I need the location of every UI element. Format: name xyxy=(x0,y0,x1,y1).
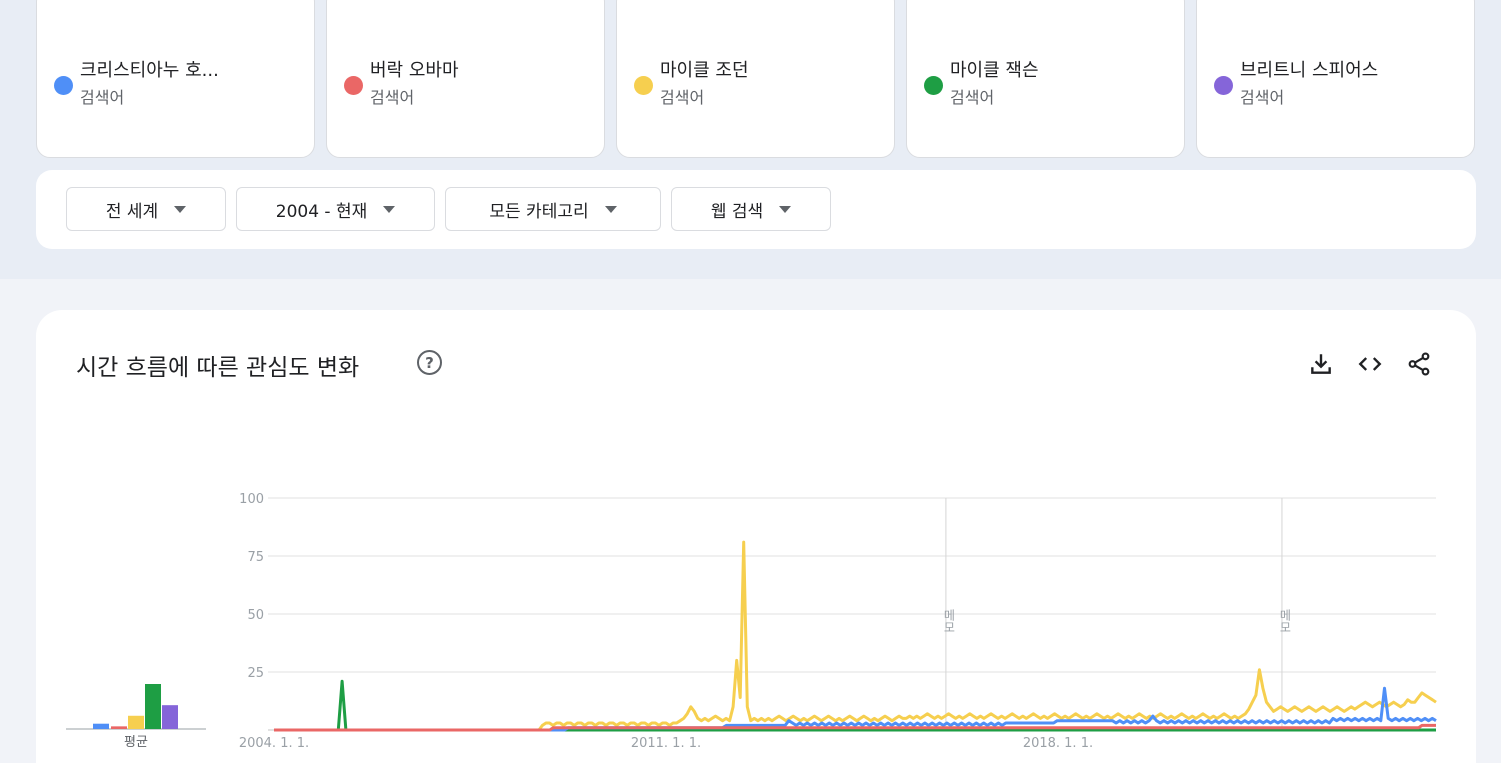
average-bar xyxy=(145,684,161,729)
help-circle-icon[interactable]: ? xyxy=(417,350,442,375)
chevron-down-icon xyxy=(383,205,396,213)
chevron-down-icon xyxy=(174,205,187,213)
chart-title: 시간 흐름에 따른 관심도 변화 xyxy=(76,355,360,381)
embed-code-icon[interactable] xyxy=(1357,351,1383,377)
chevron-down-icon xyxy=(604,205,617,213)
series-color-dot xyxy=(924,76,943,95)
average-bar-chart: 평균 xyxy=(66,684,206,750)
search-term-name: 마이클 조던 xyxy=(660,60,749,81)
chart-series xyxy=(274,540,1437,732)
y-tick-label: 100 xyxy=(239,492,264,507)
average-bar xyxy=(128,715,144,729)
category-filter-label: 모든 카테고리 xyxy=(489,201,589,222)
y-tick-label: 75 xyxy=(247,550,264,565)
y-tick-label: 25 xyxy=(247,666,264,681)
series-color-dot xyxy=(634,76,653,95)
x-tick-label: 2011. 1. 1. xyxy=(631,736,701,751)
search-term-type: 검색어 xyxy=(80,88,125,107)
search-term-name: 크리스티아누 호... xyxy=(80,60,219,81)
chevron-down-icon xyxy=(779,205,792,213)
time-range-filter-label: 2004 - 현재 xyxy=(275,201,368,222)
filter-bar: 전 세계 2004 - 현재 모든 카테고리 웹 검색 xyxy=(36,170,1476,249)
x-tick-label: 2018. 1. 1. xyxy=(1023,736,1093,751)
search-term-type: 검색어 xyxy=(370,88,415,107)
search-term-name: 브리트니 스피어스 xyxy=(1240,60,1379,81)
category-filter[interactable]: 모든 카테고리 xyxy=(445,187,661,231)
series-line xyxy=(274,540,1437,732)
average-bar xyxy=(93,723,109,729)
series-color-dot xyxy=(54,76,73,95)
download-icon[interactable] xyxy=(1308,351,1334,377)
interest-over-time-card: 시간 흐름에 따른 관심도 변화 ? xyxy=(36,310,1476,763)
search-term-card[interactable]: 크리스티아누 호... 검색어 xyxy=(36,0,315,158)
note-marker-label: 메모 xyxy=(942,609,956,633)
average-bar xyxy=(111,726,127,729)
search-term-name: 버락 오바마 xyxy=(370,60,459,81)
series-line xyxy=(274,686,1437,732)
region-filter[interactable]: 전 세계 xyxy=(66,187,226,231)
search-term-type: 검색어 xyxy=(950,88,995,107)
search-term-name: 마이클 잭슨 xyxy=(950,60,1039,81)
average-label: 평균 xyxy=(124,735,148,750)
share-icon[interactable] xyxy=(1406,351,1432,377)
search-type-filter-label: 웹 검색 xyxy=(710,201,764,222)
search-term-type: 검색어 xyxy=(1240,88,1285,107)
average-bar xyxy=(162,705,178,729)
series-color-dot xyxy=(1214,76,1233,95)
series-color-dot xyxy=(344,76,363,95)
series-line xyxy=(274,723,1436,732)
time-range-filter[interactable]: 2004 - 현재 xyxy=(236,187,435,231)
x-tick-label: 2004. 1. 1. xyxy=(239,736,309,751)
y-tick-label: 50 xyxy=(247,608,264,623)
search-type-filter[interactable]: 웹 검색 xyxy=(671,187,831,231)
note-marker-label: 메모 xyxy=(1278,609,1292,633)
search-term-type: 검색어 xyxy=(660,88,705,107)
chart-grid: 25 50 75 100 메모 메모 2004. 1. 1. 2011. 1. 1. 2018.… xyxy=(239,492,1436,751)
region-filter-label: 전 세계 xyxy=(105,201,159,222)
